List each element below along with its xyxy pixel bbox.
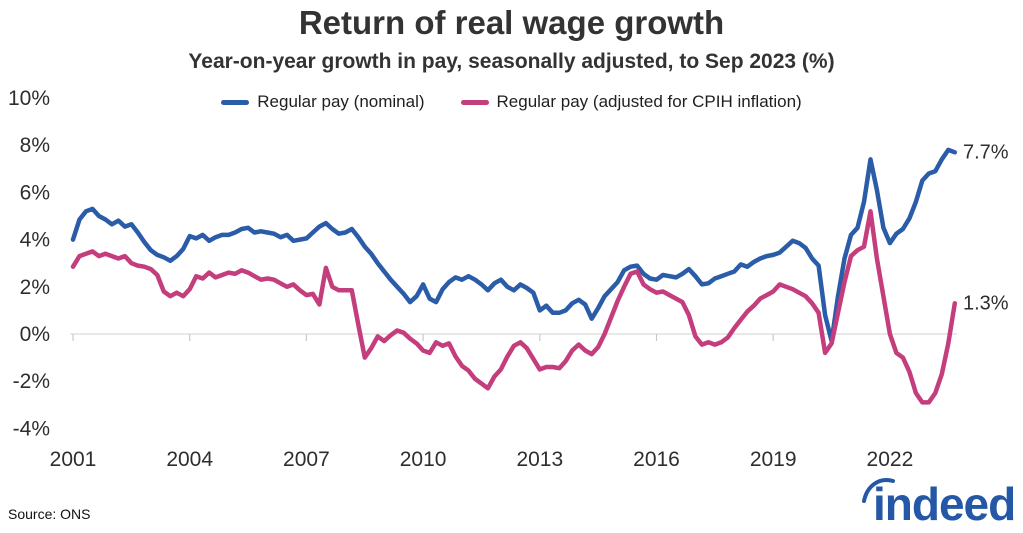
x-tick-label: 2019 (750, 448, 797, 471)
y-tick-label: 8% (20, 134, 50, 157)
x-tick-label: 2010 (400, 448, 447, 471)
indeed-logo-swoosh-icon (862, 478, 895, 503)
chart-title: Return of real wage growth (298, 4, 725, 41)
y-tick-label: -2% (13, 370, 50, 393)
legend-label-real: Regular pay (adjusted for CPIH inflation… (496, 92, 802, 111)
legend-label-nominal: Regular pay (nominal) (257, 92, 425, 111)
x-tick-label: 2001 (50, 448, 97, 471)
legend-item-real: Regular pay (adjusted for CPIH inflation… (460, 92, 802, 112)
y-tick-label: 6% (20, 181, 50, 204)
y-tick-label: 10% (8, 87, 50, 110)
legend: Regular pay (nominal) Regular pay (adjus… (0, 92, 1023, 112)
x-tick-label: 2013 (516, 448, 563, 471)
indeed-logo-text: indeed (873, 478, 1015, 528)
y-tick-label: 2% (20, 276, 50, 299)
y-tick-label: -4% (13, 417, 50, 440)
legend-item-nominal: Regular pay (nominal) (221, 92, 425, 112)
x-tick-label: 2016 (633, 448, 680, 471)
source-note: Source: ONS (8, 506, 91, 522)
series-line-nominal (70, 147, 958, 344)
chart-subtitle: Year-on-year growth in pay, seasonally a… (188, 50, 835, 73)
legend-swatch-real-icon (460, 99, 489, 105)
series-line-real (70, 209, 958, 405)
legend-swatch-nominal-icon (221, 99, 250, 105)
x-tick-label: 2004 (166, 448, 213, 471)
end-label-nominal: 7.7% (963, 141, 1009, 163)
x-tick-label: 2007 (283, 448, 330, 471)
x-tick-label: 2022 (867, 448, 914, 471)
y-tick-label: 4% (20, 229, 50, 252)
indeed-logo: indeed (859, 472, 1019, 530)
y-tick-label: 0% (20, 323, 50, 346)
end-label-real: 1.3% (963, 292, 1009, 314)
